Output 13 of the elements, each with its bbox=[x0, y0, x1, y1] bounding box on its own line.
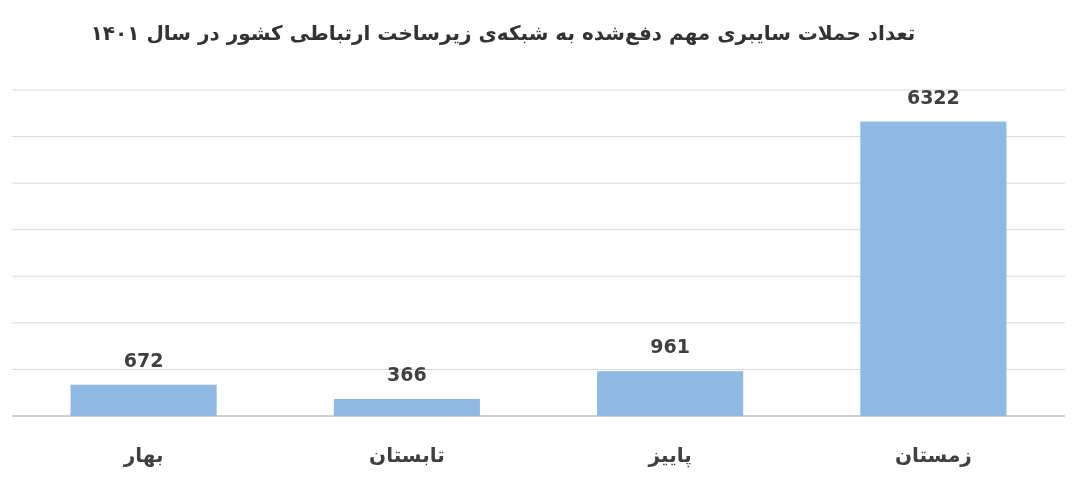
bar bbox=[333, 398, 480, 416]
data-label: 961 bbox=[650, 335, 690, 358]
x-tick-label: بهار bbox=[122, 443, 164, 467]
data-label: 366 bbox=[387, 362, 427, 385]
x-tick-label: پاییز bbox=[647, 443, 692, 468]
bar bbox=[70, 384, 217, 416]
chart-title: تعداد حملات سایبری مهم دفع‌شده به شبکه‌ی زیرساخت ارتباطی کشور در سال ۱۴۰۱ bbox=[90, 21, 916, 45]
data-label: 672 bbox=[123, 348, 164, 371]
data-label: 6322 bbox=[906, 85, 960, 108]
bar bbox=[597, 371, 744, 416]
x-tick-label: زمستان bbox=[894, 443, 972, 467]
x-tick-label: تابستان bbox=[369, 443, 445, 467]
bar bbox=[860, 121, 1007, 416]
